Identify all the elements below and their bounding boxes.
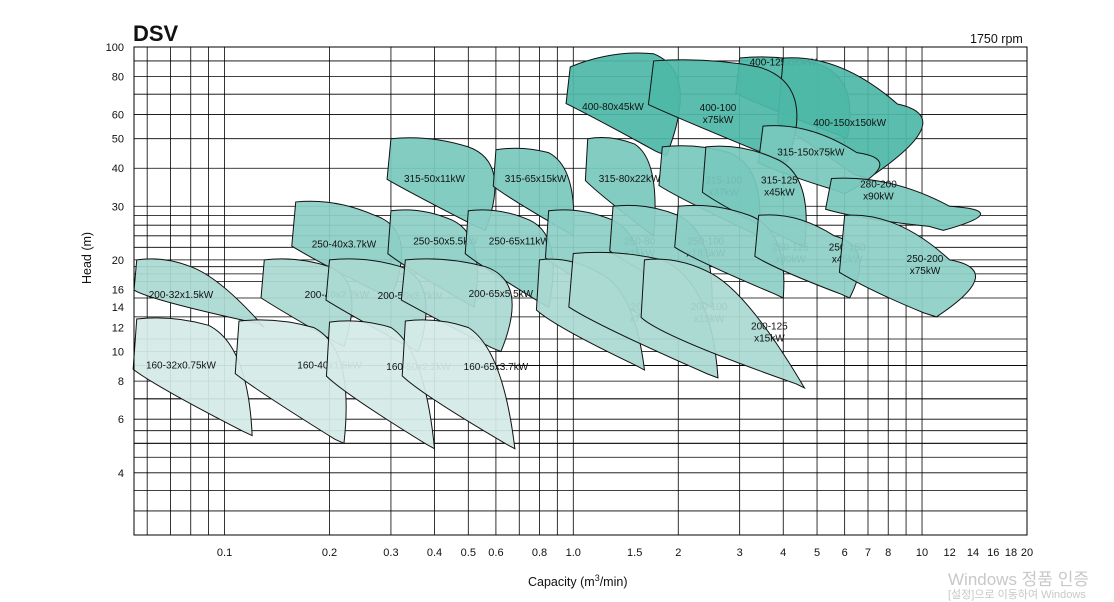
x-tick-label: 16 bbox=[987, 547, 999, 559]
pump-envelope-160-32x0.75kW bbox=[132, 317, 253, 437]
y-tick-label: 30 bbox=[112, 201, 124, 213]
x-tick-label: 4 bbox=[780, 547, 786, 559]
watermark-line2: [설정]으로 이동하여 Windows bbox=[948, 589, 1086, 601]
y-tick-label: 4 bbox=[118, 468, 124, 480]
y-tick-label: 12 bbox=[112, 322, 124, 334]
pump-envelope-200-125x15kW bbox=[640, 258, 806, 390]
x-tick-label: 1.5 bbox=[627, 547, 642, 559]
x-tick-label: 0.6 bbox=[488, 547, 503, 559]
pump-label-315-65x15kW: 315-65x15kW bbox=[505, 174, 567, 185]
pump-envelopes: 400-80x45kW400-125x90kW400-150x150kW400-… bbox=[132, 52, 982, 450]
y-tick-label: 60 bbox=[112, 110, 124, 122]
y-tick-label: 40 bbox=[112, 163, 124, 175]
pump-label-315-80x22kW: 315-80x22kW bbox=[599, 174, 661, 185]
x-tick-label: 6 bbox=[842, 547, 848, 559]
pump-label-400-100x75kW: 400-100 bbox=[700, 103, 737, 114]
pump-label-200-65x5.5kW: 200-65x5.5kW bbox=[469, 289, 534, 300]
pump-label-280-200x90kW: x90kW bbox=[863, 192, 894, 203]
x-tick-label: 12 bbox=[944, 547, 956, 559]
speed-note: 1750 rpm bbox=[970, 32, 1023, 46]
x-tick-label: 18 bbox=[1005, 547, 1017, 559]
plot-frame bbox=[133, 46, 1028, 536]
x-tick-label: 0.4 bbox=[427, 547, 442, 559]
pump-label-200-32x1.5kW: 200-32x1.5kW bbox=[149, 290, 214, 301]
y-tick-label: 100 bbox=[106, 42, 124, 54]
x-tick-label: 8 bbox=[885, 547, 891, 559]
pump-label-250-40x3.7kW: 250-40x3.7kW bbox=[312, 239, 377, 250]
x-axis-label: Capacity (m3/min) bbox=[528, 573, 627, 589]
x-tick-label: 20 bbox=[1021, 547, 1033, 559]
x-tick-label: 0.5 bbox=[461, 547, 476, 559]
x-tick-label: 14 bbox=[967, 547, 979, 559]
x-tick-label: 10 bbox=[916, 547, 928, 559]
pump-label-400-80x45kW: 400-80x45kW bbox=[582, 102, 644, 113]
y-tick-label: 50 bbox=[112, 134, 124, 146]
pump-label-280-200x90kW: 280-200 bbox=[860, 180, 897, 191]
x-tick-label: 0.8 bbox=[532, 547, 547, 559]
plot-border bbox=[133, 46, 1028, 536]
watermark-line1: Windows 정품 인증 bbox=[948, 570, 1089, 589]
y-tick-label: 20 bbox=[112, 255, 124, 267]
x-axis-label-sup: 3 bbox=[594, 573, 600, 583]
y-tick-label: 14 bbox=[112, 302, 124, 314]
pump-label-315-125x45kW: 315-125 bbox=[761, 176, 798, 187]
y-tick-label: 16 bbox=[112, 284, 124, 296]
x-axis-label-suffix: /min) bbox=[599, 575, 628, 590]
y-tick-label: 6 bbox=[118, 414, 124, 426]
pump-label-200-125x15kW: 200-125 bbox=[751, 321, 788, 332]
pump-label-400-100x75kW: x75kW bbox=[703, 115, 734, 126]
x-tick-label: 5 bbox=[814, 547, 820, 559]
x-tick-label: 0.1 bbox=[217, 547, 232, 559]
pump-envelope-200-32x1.5kW bbox=[133, 258, 265, 328]
pump-envelope-160-65x3.7kW bbox=[401, 319, 516, 450]
x-tick-label: 0.3 bbox=[383, 547, 398, 559]
chart-title: DSV bbox=[133, 21, 179, 46]
y-tick-label: 80 bbox=[112, 72, 124, 84]
x-tick-label: 0.2 bbox=[322, 547, 337, 559]
pump-label-315-150x75kW: 315-150x75kW bbox=[777, 148, 845, 159]
pump-label-250-50x5.5kW: 250-50x5.5kW bbox=[413, 236, 478, 247]
x-tick-label: 2 bbox=[675, 547, 681, 559]
pump-envelope-200-65x5.5kW bbox=[400, 258, 513, 353]
y-tick-label: 8 bbox=[118, 376, 124, 388]
x-tick-label: 1.0 bbox=[566, 547, 581, 559]
pump-label-250-200x75kW: 250-200 bbox=[907, 254, 944, 265]
x-tick-labels: 0.1 0.2 0.3 0.4 0.5 0.6 0.8 1.0 1.5 2 3 4 5 6 7 8 10 12 14… bbox=[217, 547, 1033, 559]
pump-envelope-315-50x11kW bbox=[386, 137, 496, 232]
x-axis-label-prefix: Capacity (m bbox=[528, 575, 595, 590]
y-tick-labels: 4 6 8 10 12 14 16 20 30 40 50 60 80 100 bbox=[106, 42, 124, 480]
pump-envelope-250-200x75kW bbox=[838, 214, 977, 318]
pump-label-160-65x3.7kW: 160-65x3.7kW bbox=[464, 362, 529, 373]
pump-label-315-50x11kW: 315-50x11kW bbox=[404, 174, 466, 185]
pump-label-200-125x15kW: x15kW bbox=[754, 333, 785, 344]
x-tick-label: 3 bbox=[737, 547, 743, 559]
pump-label-250-65x11kW: 250-65x11kW bbox=[489, 236, 551, 247]
pump-label-160-32x0.75kW: 160-32x0.75kW bbox=[146, 361, 217, 372]
pump-label-315-125x45kW: x45kW bbox=[764, 188, 795, 199]
pump-label-250-200x75kW: x75kW bbox=[910, 266, 941, 277]
x-tick-label: 7 bbox=[865, 547, 871, 559]
pump-label-400-150x150kW: 400-150x150kW bbox=[813, 118, 886, 129]
y-tick-label: 10 bbox=[112, 347, 124, 359]
pump-envelope-400-100x75kW bbox=[647, 59, 798, 163]
